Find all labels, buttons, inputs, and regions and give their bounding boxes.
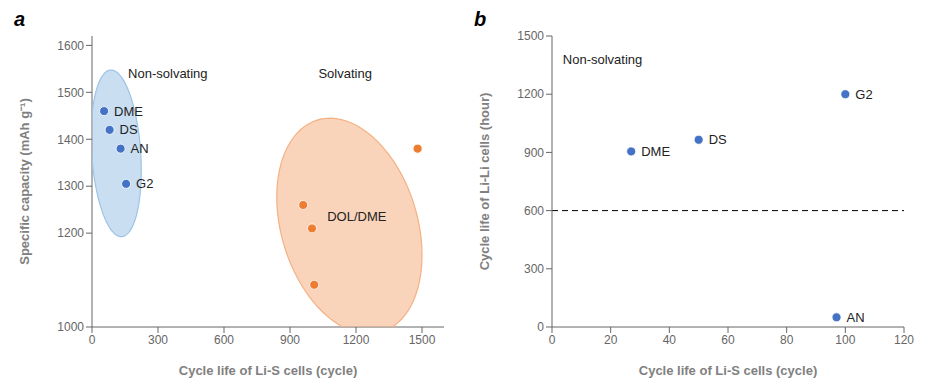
svg-text:1000: 1000 [57, 320, 84, 334]
svg-text:900: 900 [280, 333, 300, 347]
svg-text:1500: 1500 [517, 29, 544, 43]
svg-text:Non-solvating: Non-solvating [563, 52, 643, 67]
svg-text:DOL/DME: DOL/DME [327, 209, 387, 224]
svg-text:AN: AN [847, 310, 865, 325]
svg-text:1200: 1200 [343, 333, 370, 347]
svg-text:DS: DS [709, 132, 727, 147]
svg-text:1300: 1300 [57, 179, 84, 193]
svg-text:Cycle life of Li-Li cells (hou: Cycle life of Li-Li cells (hour) [477, 93, 492, 271]
svg-text:0: 0 [549, 333, 556, 347]
svg-text:120: 120 [894, 333, 914, 347]
svg-text:0: 0 [89, 333, 96, 347]
svg-text:Solvating: Solvating [318, 66, 371, 81]
svg-text:1200: 1200 [517, 87, 544, 101]
svg-text:G2: G2 [136, 176, 153, 191]
svg-text:100: 100 [835, 333, 855, 347]
svg-text:DME: DME [114, 104, 143, 119]
svg-text:80: 80 [780, 333, 794, 347]
svg-text:40: 40 [663, 333, 677, 347]
svg-text:0: 0 [537, 320, 544, 334]
svg-text:Cycle life of Li-S cells (cycl: Cycle life of Li-S cells (cycle) [179, 363, 357, 378]
svg-text:1500: 1500 [57, 86, 84, 100]
svg-text:Non-solvating: Non-solvating [128, 66, 208, 81]
svg-text:600: 600 [214, 333, 234, 347]
svg-text:G2: G2 [855, 87, 872, 102]
svg-text:Specific capacity (mAh g⁻¹): Specific capacity (mAh g⁻¹) [17, 98, 32, 265]
svg-text:AN: AN [131, 141, 149, 156]
html-text:b: b [474, 8, 487, 30]
svg-text:600: 600 [524, 204, 544, 218]
svg-text:300: 300 [524, 262, 544, 276]
svg-text:DME: DME [641, 144, 670, 159]
svg-text:DS: DS [120, 122, 138, 137]
svg-text:1500: 1500 [409, 333, 436, 347]
svg-text:1600: 1600 [57, 39, 84, 53]
svg-text:60: 60 [721, 333, 735, 347]
svg-text:Cycle life of Li-S cells (cycl: Cycle life of Li-S cells (cycle) [639, 363, 817, 378]
svg-text:900: 900 [524, 146, 544, 160]
svg-text:1200: 1200 [57, 226, 84, 240]
svg-text:1400: 1400 [57, 133, 84, 147]
svg-text:20: 20 [604, 333, 618, 347]
svg-text:300: 300 [148, 333, 168, 347]
html-text:a: a [14, 8, 26, 30]
